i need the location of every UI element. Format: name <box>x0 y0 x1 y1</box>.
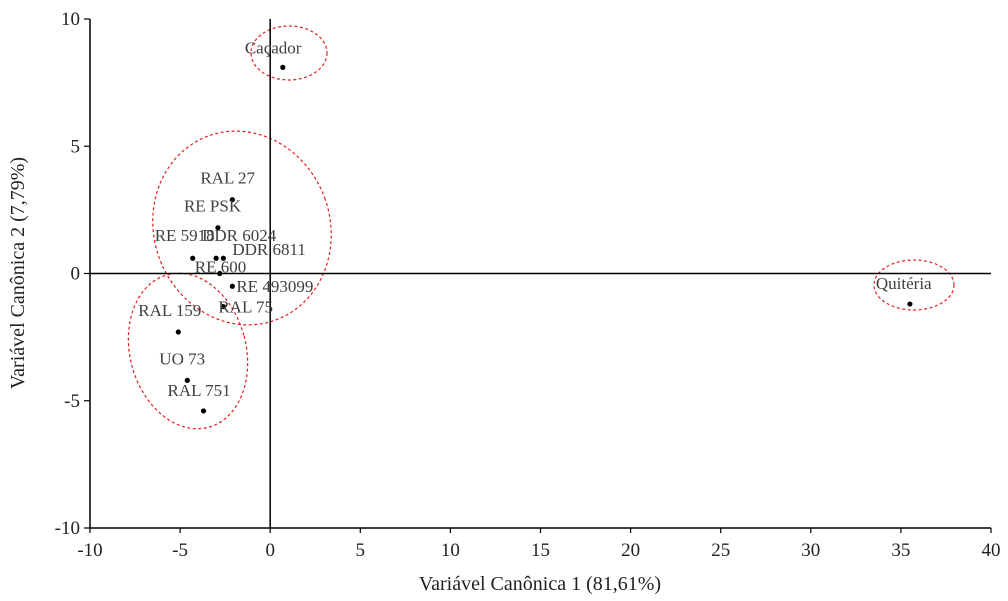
x-tick-label: 20 <box>621 540 640 561</box>
y-tick-label: 10 <box>61 9 80 30</box>
y-tick-label: -10 <box>55 518 80 539</box>
point-label: DDR 6024 <box>202 226 277 245</box>
x-tick-label: 10 <box>441 540 460 561</box>
y-tick-label: -5 <box>64 391 80 412</box>
data-point <box>907 301 913 307</box>
y-tick-label: 5 <box>71 136 81 157</box>
cluster-ellipse-quiteria <box>873 259 955 311</box>
point-label: RE 5918 <box>155 226 215 245</box>
data-point <box>280 64 286 70</box>
cluster-ellipses <box>127 25 955 430</box>
cluster-ellipse-lower-left <box>127 272 249 430</box>
x-tick-label: 35 <box>891 540 910 561</box>
point-label: RAL 27 <box>200 169 255 188</box>
x-tick-label: 5 <box>356 540 366 561</box>
point-label: Quitéria <box>876 274 932 293</box>
point-label: RAL 75 <box>218 298 273 317</box>
cluster-ellipse-center <box>152 130 332 326</box>
point-label: UO 73 <box>159 349 205 368</box>
x-tick-label: 30 <box>801 540 820 561</box>
x-tick-label: -5 <box>172 540 188 561</box>
x-tick-label: 0 <box>265 540 275 561</box>
point-label: RAL 159 <box>138 301 201 320</box>
x-tick-label: 15 <box>531 540 550 561</box>
cluster-ellipse-cacador <box>250 25 328 81</box>
y-tick-label: 0 <box>71 264 81 285</box>
data-points <box>175 64 913 414</box>
data-point <box>229 197 235 203</box>
x-tick-label: -10 <box>77 540 102 561</box>
x-tick-label: 40 <box>982 540 1001 561</box>
point-label: RAL 751 <box>168 381 231 400</box>
y-axis-title: Variável Canônica 2 (7,79%) <box>7 157 29 389</box>
point-label: RE 493099 <box>236 277 313 296</box>
data-point <box>217 270 223 277</box>
data-point <box>220 255 226 261</box>
data-point <box>175 329 181 335</box>
data-point <box>220 303 226 310</box>
data-point <box>215 225 221 231</box>
x-ticks: -10 -5 0 5 10 15 20 25 30 35 40 <box>77 528 1001 561</box>
point-label: DDR 6811 <box>232 240 306 259</box>
data-point <box>190 255 196 261</box>
point-label: RE PSK <box>184 197 242 216</box>
data-point <box>229 283 235 289</box>
data-point <box>213 255 219 261</box>
point-label: Caçador <box>245 38 302 57</box>
data-point <box>200 408 207 414</box>
point-label: RE 600 <box>195 258 246 277</box>
x-tick-label: 25 <box>711 540 730 561</box>
data-point <box>184 377 190 383</box>
y-ticks: -10 -5 0 5 10 <box>55 9 90 539</box>
x-axis-title: Variável Canônica 1 (81,61%) <box>419 573 661 595</box>
